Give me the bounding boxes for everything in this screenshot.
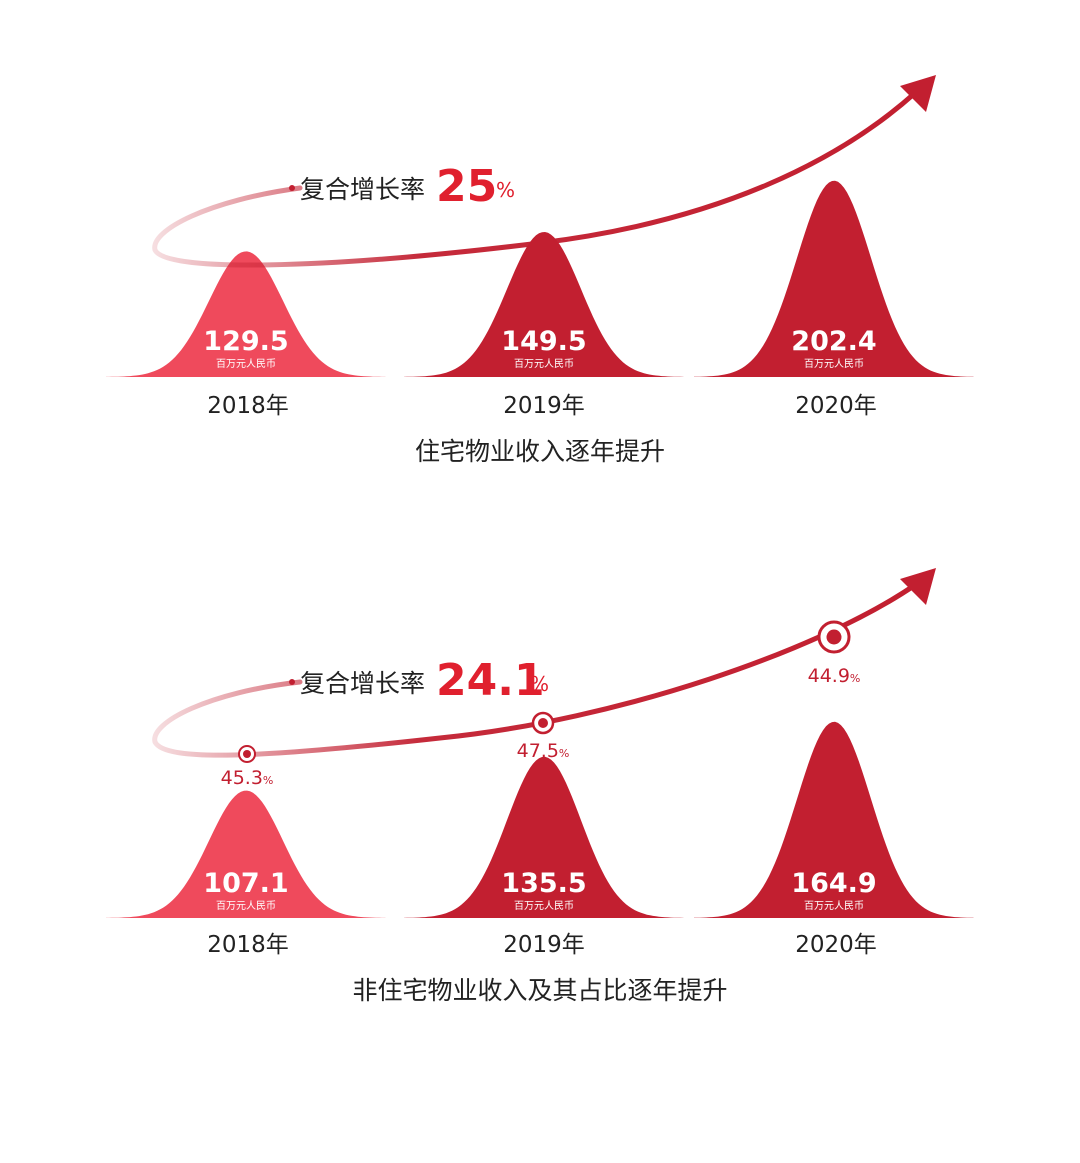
chart-2-share-label: 45.3 (221, 767, 263, 789)
chart-2-share-unit: % (559, 747, 569, 760)
chart-2-bell-3 (694, 721, 974, 918)
chart-2-arrow-head (900, 568, 936, 605)
chart-2: 复合增长率 24.1 % 45.3% 47.5% 44.9% 107.1 百万元… (106, 568, 974, 1005)
chart-1-value-unit: 百万元人民币 (804, 358, 864, 370)
chart-1-bell-3 (694, 180, 974, 377)
chart-2-value: 164.9 (791, 868, 876, 899)
chart-2-value-unit: 百万元人民币 (804, 900, 864, 912)
chart-2-share-unit: % (850, 672, 860, 685)
svg-text:47.5%: 47.5% (517, 740, 570, 762)
chart-2-share-label: 47.5 (517, 740, 559, 762)
chart-2-bells (106, 721, 974, 918)
chart-1: 复合增长率 25 % 129.5 百万元人民币 149.5 百万元人民币 202… (106, 75, 974, 466)
chart-1-arrow-head (900, 75, 936, 112)
chart-1-bell-1 (106, 251, 386, 377)
chart-1-year-label: 2019年 (503, 393, 585, 419)
chart-1-value-unit: 百万元人民币 (216, 358, 276, 370)
chart-2-growth-arrow (152, 582, 918, 758)
chart-2-year-label: 2020年 (795, 932, 877, 958)
chart-1-year-label: 2020年 (795, 393, 877, 419)
chart-2-growth-label: 复合增长率 (300, 669, 425, 698)
chart-1-growth-arrow (152, 90, 918, 268)
chart-1-bell-2 (404, 232, 684, 377)
chart-2-value-unit: 百万元人民币 (514, 900, 574, 912)
chart-2-growth-value: 24.1 (436, 655, 545, 706)
chart-1-value: 202.4 (791, 326, 876, 357)
chart-2-share-marker (238, 745, 256, 763)
chart-2-share-marker (817, 620, 851, 654)
chart-2-value: 107.1 (203, 868, 288, 899)
chart-2-value: 135.5 (501, 868, 586, 899)
chart-2-value-unit: 百万元人民币 (216, 900, 276, 912)
chart-1-growth-value: 25 (436, 161, 497, 212)
chart-1-growth-marker (289, 185, 295, 191)
chart-2-share-unit: % (263, 774, 273, 787)
chart-2-year-label: 2019年 (503, 932, 585, 958)
chart-2-growth-unit: % (530, 672, 549, 696)
chart-1-value-unit: 百万元人民币 (514, 358, 574, 370)
chart-2-growth-marker (289, 679, 295, 685)
chart-2-year-label: 2018年 (207, 932, 289, 958)
chart-2-share-label: 44.9 (808, 665, 850, 687)
chart-2-title: 非住宅物业收入及其占比逐年提升 (352, 976, 727, 1005)
svg-text:44.9%: 44.9% (808, 665, 861, 687)
chart-2-bell-1 (106, 790, 386, 918)
chart-1-year-label: 2018年 (207, 393, 289, 419)
chart-2-share-marker (531, 711, 555, 735)
chart-1-bells (106, 180, 974, 377)
chart-2-bell-2 (404, 756, 684, 918)
chart-1-growth-label: 复合增长率 (300, 175, 425, 204)
svg-text:45.3%: 45.3% (221, 767, 274, 789)
chart-1-growth-unit: % (496, 178, 515, 202)
chart-1-value: 149.5 (501, 326, 586, 357)
chart-1-value: 129.5 (203, 326, 288, 357)
chart-1-title: 住宅物业收入逐年提升 (415, 437, 665, 466)
